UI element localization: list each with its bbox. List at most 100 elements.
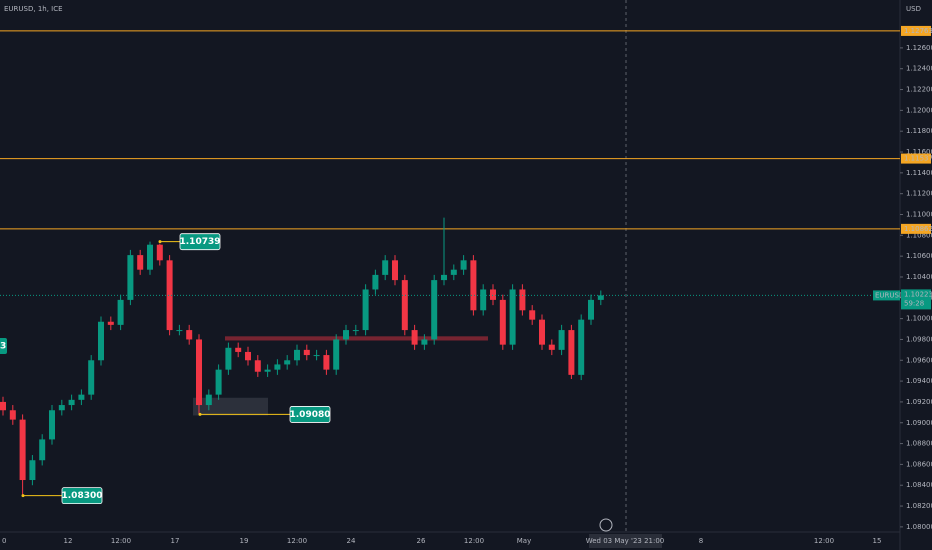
y-tick-label: 1.09000 <box>906 419 932 427</box>
currency: USD <box>906 5 921 13</box>
y-tick-label: 1.11200 <box>906 190 932 198</box>
candle-body <box>509 289 516 345</box>
y-tick-label: 1.10800 <box>906 231 932 239</box>
candle-body <box>568 330 575 375</box>
chart-title: EURUSD, 1h, ICE <box>4 5 63 13</box>
candle-body <box>117 299 124 325</box>
candle-body <box>529 310 536 320</box>
icon[interactable] <box>599 518 613 532</box>
candle-body <box>274 364 281 370</box>
y-tick-label: 1.09400 <box>906 377 932 385</box>
candle-body <box>333 339 340 370</box>
candle-body <box>323 355 330 370</box>
y-tick-label: 1.10000 <box>906 315 932 323</box>
candle-body <box>470 260 477 311</box>
candle-body <box>597 295 604 300</box>
x-tick-label: 8 <box>699 537 703 545</box>
y-tick-label: 1.10400 <box>906 273 932 281</box>
candle-body <box>205 394 212 406</box>
candle-body <box>343 330 349 340</box>
edge-box <box>0 338 7 354</box>
level-box <box>901 223 931 234</box>
candle-body <box>19 419 26 481</box>
x-tick-label: 19 <box>240 537 249 545</box>
candle-body <box>176 330 183 332</box>
callout-label: 1.09080 <box>290 410 331 420</box>
x-tick-label: 12:00 <box>464 537 484 545</box>
x-tick-label: 12:00 <box>287 537 307 545</box>
last-price-box <box>901 289 931 310</box>
callout-dot <box>198 412 202 416</box>
callout-label: 1.10739 <box>180 237 221 247</box>
candle-body <box>186 330 193 340</box>
candle-body <box>431 280 438 340</box>
candle-body <box>578 319 585 375</box>
candle-body <box>460 260 467 270</box>
callout-label: 1.08300 <box>62 491 103 501</box>
y-tick-label: 1.11800 <box>906 127 932 135</box>
candle-body <box>235 347 242 352</box>
y-tick-label: 1.12000 <box>906 106 932 114</box>
candle-body <box>156 244 163 261</box>
candle-body <box>88 360 95 395</box>
symbol-label: EURUSD <box>875 291 904 299</box>
y-tick-label: 1.08400 <box>906 481 932 489</box>
candle-body <box>215 369 222 395</box>
candle-body <box>490 289 496 300</box>
candle-body <box>284 360 291 365</box>
candle-body <box>39 439 46 461</box>
y-tick-label: 1.11400 <box>906 169 932 177</box>
candle-body <box>362 289 369 331</box>
y-tick-label: 1.08600 <box>906 460 932 468</box>
candle-body <box>519 289 526 311</box>
last-price-label: 1.10223 <box>904 290 932 298</box>
countdown: 59:28 <box>904 299 924 307</box>
symbol-box <box>873 290 900 301</box>
x-tick-label: 17 <box>171 537 180 545</box>
candle-body <box>196 339 202 406</box>
level-box <box>901 25 931 36</box>
candle-body <box>264 369 271 372</box>
candle-body <box>137 255 144 270</box>
candle-body <box>294 349 300 361</box>
candle-body <box>303 349 310 356</box>
callout-box <box>289 406 331 423</box>
callout-dot <box>21 494 25 498</box>
candle-body <box>29 460 36 481</box>
x-tick-label: May <box>517 537 531 545</box>
level-label: 1.12763 <box>904 27 932 35</box>
candle-body <box>9 410 16 420</box>
candle-body <box>147 244 153 270</box>
x-tick-label: 12 <box>64 537 73 545</box>
candle-body <box>392 260 398 281</box>
y-tick-label: 1.09600 <box>906 356 932 364</box>
candle-body <box>0 401 6 411</box>
x-tick-label: 24 <box>347 537 356 545</box>
callout-box <box>61 487 103 505</box>
y-tick-label: 1.12200 <box>906 86 932 94</box>
y-tick-label: 1.10600 <box>906 252 932 260</box>
level-label: 1.10862 <box>904 225 932 233</box>
y-tick-label: 1.08800 <box>906 440 932 448</box>
x-tick-label: 15 <box>873 537 882 545</box>
candle-body <box>401 280 408 331</box>
x-tick-label: 26 <box>417 537 426 545</box>
y-tick-label: 1.09200 <box>906 398 932 406</box>
callout-box <box>179 233 221 251</box>
y-tick-label: 1.11000 <box>906 210 932 218</box>
candle-body <box>548 344 555 350</box>
candle-body <box>558 330 565 350</box>
candle-body <box>49 410 55 440</box>
candle-body <box>382 260 389 275</box>
zone <box>193 397 268 416</box>
candle-body <box>107 321 114 325</box>
crosshair-box <box>589 534 662 548</box>
y-tick-label: 1.11600 <box>906 148 932 156</box>
candle-body <box>411 330 418 345</box>
candle-body <box>588 299 594 320</box>
y-tick-label: 1.08200 <box>906 502 932 510</box>
candle-body <box>127 255 134 300</box>
zone <box>225 336 488 341</box>
